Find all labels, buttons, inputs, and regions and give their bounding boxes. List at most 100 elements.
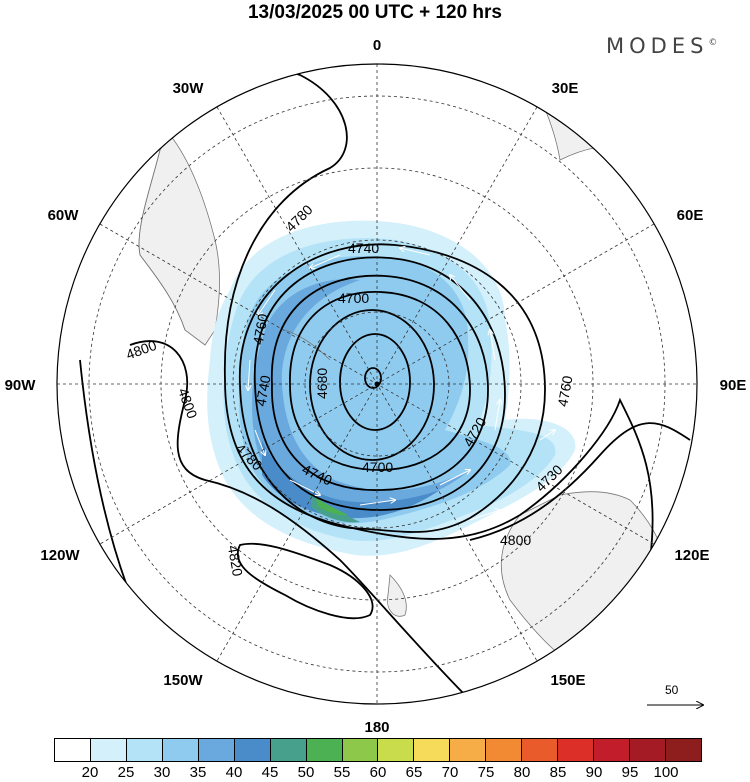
lon-label-30w: 30W xyxy=(173,80,205,97)
colorbar-label: 20 xyxy=(81,764,99,781)
longitude-label-layer: 0 30E 60E 90E 120E 150E 180 150W 120W 90… xyxy=(5,37,747,735)
wind-vector xyxy=(490,330,496,361)
colorbar-label: 35 xyxy=(189,764,207,781)
contour-label: 4820 xyxy=(225,544,246,578)
colorbar-cell xyxy=(270,739,307,761)
wind-vector xyxy=(539,430,555,441)
map-title: 13/03/2025 00 UTC + 120 hrs xyxy=(247,2,503,23)
south-america-coast xyxy=(138,149,186,331)
contour-label: 4800 xyxy=(124,337,159,363)
lon-label-60e: 60E xyxy=(677,207,704,224)
africa-land xyxy=(519,64,697,231)
wind-band-50 xyxy=(310,495,360,523)
contour-label: 4800 xyxy=(175,386,201,421)
contour-label: 4800 xyxy=(500,532,531,548)
contour-4660 xyxy=(364,367,382,389)
contour-4680 xyxy=(339,333,411,431)
colorbar-label: 60 xyxy=(369,764,387,781)
colorbar xyxy=(54,738,702,762)
colorbar-cell xyxy=(558,739,595,761)
brand-logo: MODES© xyxy=(606,34,717,58)
colorbar-label: 30 xyxy=(153,764,171,781)
colorbar-cell xyxy=(378,739,415,761)
brand-text: MODES xyxy=(606,34,709,58)
colorbar-cell xyxy=(486,739,523,761)
lon-label-150w: 150W xyxy=(163,672,203,689)
colorbar-label: 40 xyxy=(225,764,243,781)
contour-label: 4740 xyxy=(252,374,273,408)
south-america-land xyxy=(138,134,220,346)
lon-label-60w: 60W xyxy=(48,207,80,224)
wind-vector xyxy=(469,510,500,521)
colorbar-label: 90 xyxy=(585,764,603,781)
wind-vector xyxy=(400,248,431,256)
antarctic-peninsula-coast xyxy=(284,329,331,361)
colorbar-cell xyxy=(126,739,163,761)
lon-label-30e: 30E xyxy=(552,80,579,97)
wind-vector xyxy=(289,479,320,495)
colorbar-cell xyxy=(198,739,235,761)
lon-label-90e: 90E xyxy=(720,377,747,394)
contour-label: 4760 xyxy=(554,374,575,408)
colorbar-labels: 20 25 30 35 40 45 50 55 60 65 70 75 80 85 90 95 100 xyxy=(54,764,702,782)
colorbar-label: 70 xyxy=(441,764,459,781)
contour-4740 xyxy=(254,256,506,511)
pole-marker xyxy=(374,381,380,387)
colorbar-label: 25 xyxy=(117,764,135,781)
colorbar-label: 95 xyxy=(621,764,639,781)
wind-vector xyxy=(359,500,395,506)
wind-vector xyxy=(248,359,250,390)
copyright-mark: © xyxy=(708,38,718,48)
lon-label-120w: 120W xyxy=(40,547,80,564)
polar-map: 4780 4740 4700 4760 4680 4740 4720 4760 … xyxy=(5,37,747,735)
wind-band-40 xyxy=(262,440,440,519)
colorbar-cell xyxy=(450,739,487,761)
colorbar-label: 85 xyxy=(549,764,567,781)
wind-vector xyxy=(254,429,265,455)
contour-label: 4680 xyxy=(314,368,330,399)
lon-label-150e: 150E xyxy=(550,672,585,689)
colorbar-label: 50 xyxy=(297,764,315,781)
colorbar-label: 65 xyxy=(405,764,423,781)
contour-label: 4700 xyxy=(362,459,393,475)
contour-4800-west xyxy=(129,340,471,701)
colorbar-cell xyxy=(522,739,559,761)
contour-4800-east xyxy=(469,422,691,541)
colorbar-cell xyxy=(665,739,701,761)
colorbar-cell xyxy=(55,739,91,761)
contour-4700 xyxy=(289,291,471,471)
lon-label-90w: 90W xyxy=(5,377,37,394)
wind-vector xyxy=(439,470,470,486)
contour-label: 4740 xyxy=(348,240,379,256)
colorbar-cell xyxy=(234,739,271,761)
wind-vector xyxy=(258,289,276,315)
colorbar-cell xyxy=(594,739,630,761)
wind-vector xyxy=(310,254,341,268)
lon-label-180: 180 xyxy=(364,719,389,735)
colorbar-label: 55 xyxy=(333,764,351,781)
colorbar-cell xyxy=(414,739,451,761)
map-border xyxy=(56,63,698,705)
colorbar-cell xyxy=(342,739,379,761)
colorbar-label: 100 xyxy=(653,764,679,781)
colorbar-label: 45 xyxy=(261,764,279,781)
colorbar-cell xyxy=(630,739,666,761)
contour-4700-inner xyxy=(309,309,435,461)
colorbar-cell xyxy=(162,739,199,761)
contour-4720 xyxy=(271,274,489,491)
wind-vectors xyxy=(248,248,555,521)
contour-4760 xyxy=(239,243,546,533)
contour-4820 xyxy=(237,542,374,620)
wind-vector xyxy=(494,400,500,431)
colorbar-cell xyxy=(306,739,343,761)
coastlines xyxy=(138,149,331,361)
contour-label: 4760 xyxy=(250,312,271,346)
lon-label-120e: 120E xyxy=(674,547,709,564)
australia-land xyxy=(500,491,671,676)
new-zealand-land xyxy=(387,574,407,617)
colorbar-label: 75 xyxy=(477,764,495,781)
colorbar-cell xyxy=(90,739,127,761)
wind-band-55 xyxy=(316,498,348,516)
lon-label-0: 0 xyxy=(373,37,381,54)
reference-vector-label: 50 xyxy=(665,683,679,697)
